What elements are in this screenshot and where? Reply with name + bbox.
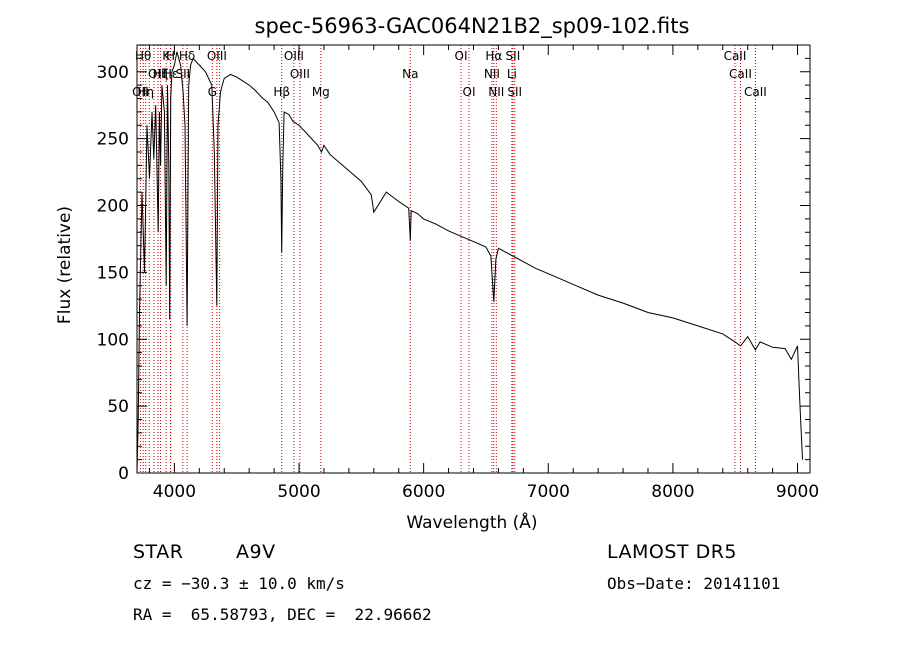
- line-marker-label: CaII: [724, 49, 747, 63]
- coordinates-readout: RA = 65.58793, DEC = 22.96662: [133, 605, 432, 624]
- spectral-line-markers: [139, 45, 756, 473]
- line-marker-label: OI: [455, 49, 468, 63]
- spectral-line-labels: OIIHθHηOIIIHζKHHεHδSIIGOIIIHβOIIIOIIIMgN…: [132, 49, 767, 99]
- object-class: STAR: [133, 541, 184, 563]
- y-tick-label: 50: [107, 397, 129, 417]
- y-axis-label: Flux (relative): [55, 206, 75, 324]
- line-marker-label: OII: [132, 85, 149, 99]
- line-marker-label: OIII: [148, 67, 168, 81]
- line-marker-label: Li: [507, 67, 517, 81]
- y-axis: 0 50 100 150 200 250 300: [97, 44, 810, 484]
- line-marker-label: SII: [176, 67, 191, 81]
- x-axis-label: Wavelength (Å): [406, 511, 537, 533]
- observation-date: Obs−Date: 20141101: [607, 574, 781, 593]
- line-marker-label: Hδ: [179, 49, 195, 63]
- line-marker-label: K: [162, 49, 171, 63]
- line-marker-label: SII: [507, 85, 522, 99]
- line-marker-label: Hθ: [135, 49, 151, 63]
- survey-name: LAMOST DR5: [607, 541, 737, 563]
- plot-frame: [136, 44, 811, 474]
- y-tick-label: 0: [118, 464, 129, 484]
- line-marker-label: OI: [463, 85, 476, 99]
- object-subclass: A9V: [236, 541, 276, 563]
- y-tick-label: 150: [97, 263, 129, 283]
- line-marker-label: CaII: [729, 67, 752, 81]
- line-marker-label: H: [166, 49, 175, 63]
- line-marker-label: NII: [484, 67, 500, 81]
- line-marker-label: OIII: [290, 67, 310, 81]
- x-tick-label: 9000: [776, 482, 819, 502]
- x-tick-label: 7000: [527, 482, 570, 502]
- line-marker-label: OIII: [284, 49, 304, 63]
- spectrum-line: [136, 51, 803, 474]
- spectrum-series: [136, 51, 803, 474]
- line-marker-label: Hα: [485, 49, 502, 63]
- line-marker-label: CaII: [744, 85, 767, 99]
- line-marker-label: Hζ: [153, 67, 169, 81]
- y-tick-label: 300: [97, 63, 129, 83]
- line-marker-label: Na: [402, 67, 418, 81]
- y-tick-label: 250: [97, 130, 129, 150]
- line-marker-label: OIII: [207, 49, 227, 63]
- line-marker-label: Hβ: [273, 85, 290, 99]
- y-tick-label: 200: [97, 197, 129, 217]
- line-marker-label: SII: [506, 49, 521, 63]
- line-marker-label: Mg: [312, 85, 330, 99]
- x-tick-label: 6000: [402, 482, 445, 502]
- x-tick-label: 8000: [651, 482, 694, 502]
- x-tick-label: 5000: [277, 482, 320, 502]
- line-marker-label: Hε: [163, 67, 179, 81]
- y-tick-label: 100: [97, 330, 129, 350]
- x-axis: 4000 5000 6000 7000 8000 9000: [148, 45, 819, 502]
- redshift-readout: cz = −30.3 ± 10.0 km/s: [133, 574, 345, 593]
- x-tick-label: 4000: [153, 482, 196, 502]
- line-marker-label: NII: [488, 85, 504, 99]
- line-marker-label: Hη: [137, 85, 154, 99]
- chart-title: spec-56963-GAC064N21B2_sp09-102.fits: [255, 14, 690, 39]
